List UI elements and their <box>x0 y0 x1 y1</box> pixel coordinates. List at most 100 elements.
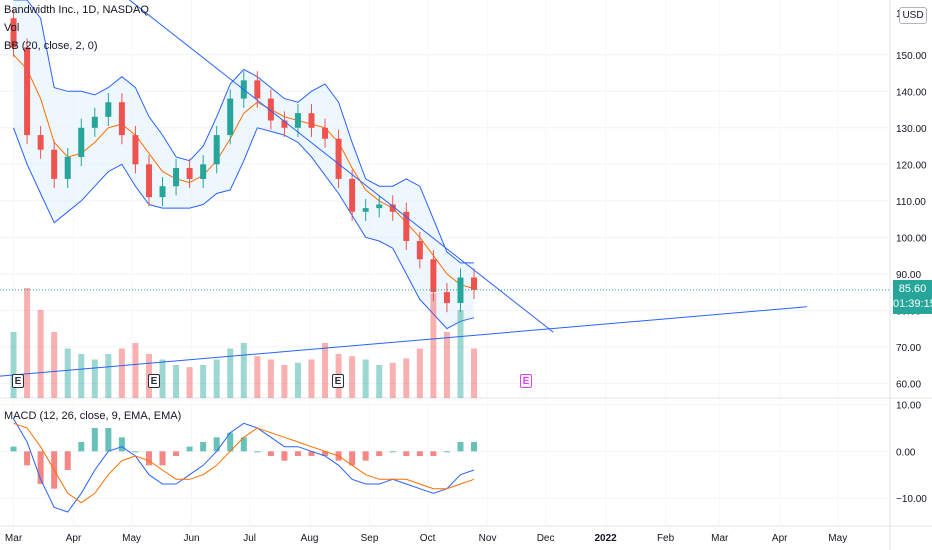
volume-bar <box>294 362 301 398</box>
time-tick-label: Feb <box>657 533 675 544</box>
axes: 60.0070.0080.0090.00100.00110.00120.0013… <box>5 9 927 544</box>
macd-tick-label: 10.00 <box>896 401 921 412</box>
macd-histogram-bar <box>186 446 193 452</box>
candle-body <box>186 167 193 179</box>
volume-bar <box>132 343 139 398</box>
volume-bar <box>213 359 220 398</box>
macd-tick-label: −10.00 <box>896 494 927 505</box>
price-tick-label: 140.00 <box>896 87 927 98</box>
candle-body <box>145 164 152 198</box>
volume-bar <box>240 343 247 398</box>
bb-legend[interactable]: BB (20, close, 2, 0) <box>4 40 98 52</box>
volume-bar <box>416 348 423 398</box>
candle-body <box>349 178 356 212</box>
candle-body <box>308 113 315 128</box>
candle-body <box>159 186 166 198</box>
macd-histogram-bar <box>105 428 112 452</box>
volume-bar <box>24 288 31 398</box>
time-tick-label: Jun <box>183 533 199 544</box>
earnings-marker[interactable]: E <box>332 374 344 388</box>
macd-histogram-bar <box>389 451 396 453</box>
macd-histogram-bar <box>24 451 31 466</box>
volume-bar <box>281 365 288 398</box>
volume-bar <box>37 310 44 398</box>
volume-bar <box>349 356 356 398</box>
price-tick-label: 130.00 <box>896 124 927 135</box>
bb-basis-line <box>13 54 475 289</box>
volume-bar <box>51 332 58 398</box>
macd-legend[interactable]: MACD (12, 26, close, 9, EMA, EMA) <box>4 410 182 422</box>
price-tick-label: 120.00 <box>896 160 927 171</box>
price-tick-label: 70.00 <box>896 343 921 354</box>
time-tick-label: Jul <box>243 533 256 544</box>
earnings-marker[interactable]: E <box>148 374 160 388</box>
candle-body <box>416 240 423 260</box>
volume-bar <box>471 348 478 398</box>
volume-bar <box>362 359 369 398</box>
candle-body <box>281 120 288 128</box>
earnings-marker[interactable]: E <box>12 374 24 388</box>
macd-line <box>13 418 475 513</box>
symbol-title[interactable]: Bandwidth Inc., 1D, NASDAQ <box>4 4 149 16</box>
volume-bar <box>457 310 464 398</box>
macd-histogram-bar <box>240 437 247 452</box>
macd-histogram-bar <box>457 442 464 452</box>
candle-body <box>213 135 220 165</box>
macd-histogram-bar <box>471 442 478 452</box>
macd-histogram-bar <box>254 451 261 453</box>
time-tick-label: Apr <box>66 533 82 544</box>
time-tick-label: 2022 <box>594 533 617 544</box>
candle-body <box>173 167 180 187</box>
volume-bar <box>91 359 98 398</box>
macd-histogram-bar <box>294 451 301 456</box>
trendlines <box>0 0 890 377</box>
currency-selector[interactable]: USD <box>899 7 927 24</box>
time-tick-label: May <box>828 533 847 544</box>
candle-body <box>132 135 139 165</box>
time-tick-label: Sep <box>361 533 379 544</box>
candle-body <box>376 204 383 209</box>
candle-body <box>430 259 437 293</box>
candle-body <box>24 47 31 136</box>
signal-line <box>13 422 475 504</box>
candle-body <box>78 127 85 158</box>
macd-histogram-bar <box>118 437 125 452</box>
bar-countdown: 01:39:15 <box>893 298 932 310</box>
time-tick-label: Mar <box>711 533 729 544</box>
macd-histogram-bar <box>145 451 152 466</box>
macd-histogram-bar <box>173 451 180 456</box>
volume-bar <box>403 358 410 398</box>
volume-bar <box>200 365 207 398</box>
macd-histogram-bar <box>200 442 207 452</box>
volume-bar <box>322 343 329 398</box>
candle-body <box>443 292 450 304</box>
candles <box>10 9 478 313</box>
time-tick-label: Apr <box>772 533 788 544</box>
candle-body <box>389 204 396 212</box>
time-tick-label: Mar <box>5 533 23 544</box>
macd-histogram-bar <box>308 451 315 456</box>
macd-histogram-bar <box>91 428 98 452</box>
candle-body <box>362 208 369 212</box>
time-tick-label: Dec <box>537 533 555 544</box>
volume-bar <box>159 359 166 398</box>
bb-lower-line <box>13 127 475 330</box>
volume-bars <box>10 288 478 398</box>
volume-bar <box>227 348 234 398</box>
bb-upper-line <box>13 0 474 264</box>
earnings-marker-upcoming[interactable]: E <box>520 374 532 388</box>
time-tick-label: May <box>122 533 141 544</box>
bollinger-bands <box>13 0 475 330</box>
macd-histogram-bar <box>362 451 369 461</box>
candle-body <box>37 135 44 150</box>
vol-legend[interactable]: Vol <box>4 22 20 34</box>
macd-histogram-bar <box>159 451 166 466</box>
descending-trendline <box>128 0 554 333</box>
time-tick-label: Oct <box>420 533 436 544</box>
candle-body <box>227 98 234 136</box>
time-tick-label: Nov <box>479 533 497 544</box>
volume-bar <box>389 362 396 398</box>
macd-histogram-bar <box>227 432 234 452</box>
volume-bar <box>186 367 193 398</box>
